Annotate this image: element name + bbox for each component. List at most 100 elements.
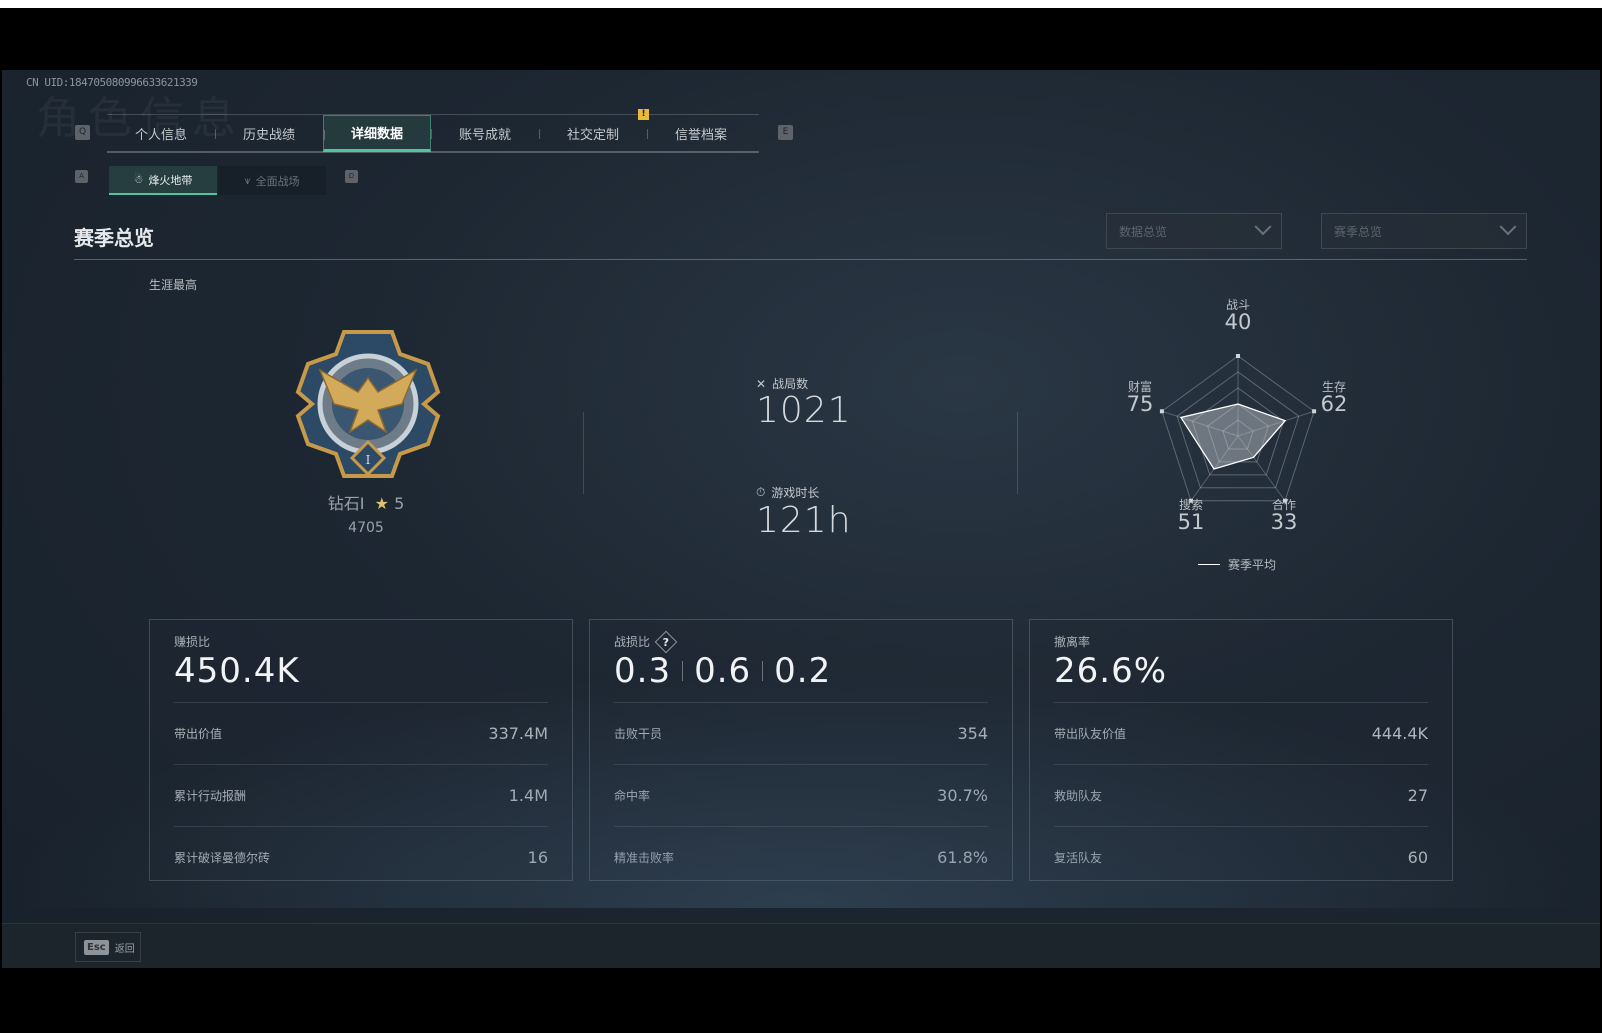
divider <box>583 412 584 494</box>
profit-card: 赚损比 450.4K 带出价值 337.4M 累计行动报酬 1.4M 累计破译曼德尔… <box>149 619 573 881</box>
divider <box>74 259 1527 260</box>
subtab-label: 烽火地带 <box>148 173 193 187</box>
stat-label: 带出价值 <box>174 727 223 741</box>
stat-row: 命中率 30.7% <box>614 764 988 826</box>
dropdown-value: 数据总览 <box>1119 224 1168 239</box>
stat-value: 61.8% <box>937 848 988 867</box>
card-label: 赚损比 <box>174 635 211 649</box>
stat-row: 精准击败率 61.8% <box>614 826 988 888</box>
prev-tab-key[interactable]: Q <box>75 125 90 140</box>
kd-card: 战损比? 0.3 0.6 0.2 击败干员 354 命中率 30.7% 精准击败率 61.… <box>589 619 1013 881</box>
kd-value: 0.2 <box>774 651 832 691</box>
radar-chart <box>1159 354 1317 503</box>
stat-label: 带出队友价值 <box>1054 727 1127 741</box>
tab-detailed-data[interactable]: 详细数据 <box>323 115 431 152</box>
radar-label-survival: 生存 <box>1321 380 1346 394</box>
next-subtab-key[interactable]: D <box>345 170 358 183</box>
radar-grid-ring <box>1191 387 1285 476</box>
stat-value: 444.4K <box>1371 724 1428 743</box>
radar-axis <box>1237 410 1315 437</box>
svg-text:I: I <box>366 453 371 467</box>
radar-value-wealth: 75 <box>1126 392 1154 416</box>
stat-label: 救助队友 <box>1054 789 1103 803</box>
kd-value: 0.6 <box>694 651 752 691</box>
card-label: 战损比? <box>614 630 988 653</box>
radar-grid-ring <box>1222 419 1254 450</box>
radar-legend: 赛季平均 <box>1198 556 1276 573</box>
wings-icon: ⩛ <box>244 173 251 187</box>
back-button[interactable]: Esc 返回 <box>75 932 141 962</box>
card-label: 撤离率 <box>1054 635 1091 649</box>
main-tabs: 个人信息 历史战绩 详细数据 账号成就 社交定制 信誉档案 <box>107 114 759 153</box>
help-glyph: ? <box>662 634 670 648</box>
radar-grid-ring <box>1176 371 1300 489</box>
label-text: 战局数 <box>772 377 809 391</box>
radar-axis-marker <box>1283 498 1288 503</box>
stat-row: 救助队友 27 <box>1054 764 1428 826</box>
subtab-battlefield[interactable]: ⩛ 全面战场 <box>218 166 326 195</box>
radar-axis-marker <box>1188 498 1193 503</box>
subtab-label: 全面战场 <box>255 174 300 188</box>
radar-axis <box>1161 410 1239 437</box>
label-text: 游戏时长 <box>771 486 820 500</box>
radar-series-polygon <box>1179 403 1287 470</box>
tab-achievements[interactable]: 账号成就 <box>431 115 539 152</box>
radar-axis-marker <box>1159 409 1164 414</box>
stat-row: 复活队友 60 <box>1054 826 1428 888</box>
radar-value-combat: 40 <box>1224 310 1252 334</box>
legend-label: 赛季平均 <box>1228 558 1277 572</box>
watermark-title: 角色信息 <box>36 93 244 144</box>
card-big-value: 450.4K <box>174 650 548 692</box>
stat-label: 复活队友 <box>1054 851 1103 865</box>
stat-label: 累计行动报酬 <box>174 789 247 803</box>
tab-reputation[interactable]: 信誉档案 <box>647 115 755 152</box>
separator <box>762 661 764 681</box>
stat-label: 累计破译曼德尔砖 <box>174 851 271 865</box>
crossed-swords-icon: ✕ <box>756 376 767 391</box>
stat-row: 带出队友价值 444.4K <box>1054 702 1428 764</box>
helmet-icon: ☃ <box>133 173 144 186</box>
stat-value: 30.7% <box>937 786 988 805</box>
rank-stars: 5 <box>394 494 405 513</box>
separator <box>682 661 684 681</box>
page-title: 赛季总览 <box>74 226 154 250</box>
divider <box>1017 412 1018 494</box>
prev-subtab-key[interactable]: A <box>75 170 88 183</box>
stat-row: 带出价值 337.4M <box>174 702 548 764</box>
stat-row: 击败干员 354 <box>614 702 988 764</box>
playtime-value: 121h <box>756 500 852 541</box>
radar-grid-ring <box>1161 355 1315 502</box>
profit-ratio: 450.4K <box>174 651 300 691</box>
career-best-label: 生涯最高 <box>149 278 198 292</box>
matches-value: 1021 <box>756 390 852 431</box>
tab-history[interactable]: 历史战绩 <box>215 115 323 152</box>
kd-value: 0.3 <box>614 651 672 691</box>
extraction-card: 撤离率 26.6% 带出队友价值 444.4K 救助队友 27 复活队友 60 <box>1029 619 1453 881</box>
playtime-label: ⏱ 游戏时长 <box>756 484 819 501</box>
tab-social[interactable]: 社交定制 <box>539 115 647 152</box>
alert-badge: ! <box>638 109 649 120</box>
rank-label: 钻石I ★ 5 <box>286 490 446 514</box>
legend-line <box>1198 564 1220 565</box>
tab-personal-info[interactable]: 个人信息 <box>134 128 187 143</box>
next-tab-key[interactable]: E <box>778 125 793 140</box>
card-big-value: 26.6% <box>1054 650 1428 692</box>
season-dropdown[interactable]: 赛季总览 <box>1321 213 1527 249</box>
stat-label: 精准击败率 <box>614 851 675 865</box>
stat-label: 击败干员 <box>614 727 663 741</box>
stat-value: 60 <box>1407 848 1428 867</box>
rank-name: 钻石I <box>327 494 365 513</box>
back-label: 返回 <box>114 943 135 955</box>
uid-label: CN UID:1847050809966336213​39 <box>26 76 198 89</box>
rank-medal-icon: I <box>295 330 441 478</box>
footer-bar <box>2 923 1600 968</box>
label-text: 战损比 <box>614 635 651 649</box>
matches-label: ✕ 战局数 <box>756 375 808 392</box>
stat-row: 累计行动报酬 1.4M <box>174 764 548 826</box>
radar-value-teamwork: 33 <box>1270 510 1298 534</box>
radar-axis-marker <box>1236 354 1240 358</box>
card-big-value: 0.3 0.6 0.2 <box>614 650 988 692</box>
stat-label: 命中率 <box>614 789 651 803</box>
subtab-warzone[interactable]: ☃ 烽火地带 <box>109 166 217 195</box>
data-view-dropdown[interactable]: 数据总览 <box>1106 213 1282 249</box>
